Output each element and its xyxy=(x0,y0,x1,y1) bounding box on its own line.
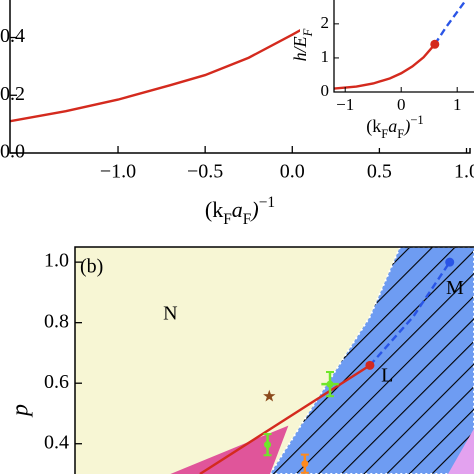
panel-label: (b) xyxy=(80,256,103,278)
y-axis-label: p xyxy=(8,404,34,418)
inset-background xyxy=(300,0,474,148)
y-tick-label: 0.8 xyxy=(44,310,69,332)
line xyxy=(10,19,319,123)
annotation: M xyxy=(446,277,464,299)
axis-label-part: F xyxy=(301,28,315,37)
y-tick-label: 0.2 xyxy=(0,83,25,105)
axis-label-part: −1 xyxy=(410,113,423,127)
axis-label-part: h/E xyxy=(290,36,310,61)
axis-label-part: ) xyxy=(403,116,410,137)
phase-region xyxy=(170,425,289,474)
axis-label-part: −1 xyxy=(259,194,275,211)
inset-x-tick-label: 0 xyxy=(397,95,406,114)
axis-label-part: (k xyxy=(205,197,223,222)
y-tick-label: 0.0 xyxy=(0,141,25,163)
error-point xyxy=(264,441,272,449)
x-tick-label: 1.0 xyxy=(454,161,474,183)
y-tick-label: 1.0 xyxy=(44,250,69,272)
inset-y-tick-label: 2 xyxy=(321,13,330,32)
x-tick-label: 0.0 xyxy=(280,161,305,183)
error-point xyxy=(326,380,334,388)
axis-label-part: F xyxy=(397,127,404,141)
phase-region xyxy=(447,428,474,474)
axes-frame xyxy=(74,246,474,474)
axis-label-part: a xyxy=(232,197,243,222)
line xyxy=(199,364,371,474)
x-tick-label: −1.0 xyxy=(100,161,136,183)
inset-plot xyxy=(334,0,468,90)
axis-label-part: ) xyxy=(249,197,258,222)
plot-area xyxy=(170,247,474,474)
axis-label: h/EF xyxy=(290,28,315,61)
axis-label-part: F xyxy=(243,211,252,228)
inset-x-tick-label: −1 xyxy=(336,95,354,114)
point xyxy=(445,257,455,267)
inset-y-tick-label: 0 xyxy=(321,81,330,100)
axis-label-part: (k xyxy=(366,116,381,137)
line xyxy=(334,43,436,90)
axis-label: (kFaF)−1 xyxy=(205,194,275,228)
inset-x-tick-label: 1 xyxy=(453,95,462,114)
annotation: N xyxy=(163,303,177,325)
y-tick-label: 0.6 xyxy=(44,371,69,393)
x-tick-label: 0.5 xyxy=(367,161,392,183)
y-tick-label: 0.4 xyxy=(44,431,69,453)
axis-label-part: F xyxy=(223,211,232,228)
annotation: L xyxy=(381,365,393,387)
error-point xyxy=(301,460,309,468)
y-tick-label: 0.4 xyxy=(0,25,25,47)
line xyxy=(433,0,468,45)
axis-label-part: F xyxy=(381,127,388,141)
plot-area xyxy=(10,19,319,123)
inset-y-tick-label: 1 xyxy=(321,47,330,66)
axis-label: (kFaF)−1 xyxy=(366,113,423,141)
x-tick-label: −0.5 xyxy=(187,161,223,183)
axis-label-part: a xyxy=(388,116,397,136)
point xyxy=(430,39,440,49)
point xyxy=(365,360,375,370)
star-marker xyxy=(263,389,276,402)
